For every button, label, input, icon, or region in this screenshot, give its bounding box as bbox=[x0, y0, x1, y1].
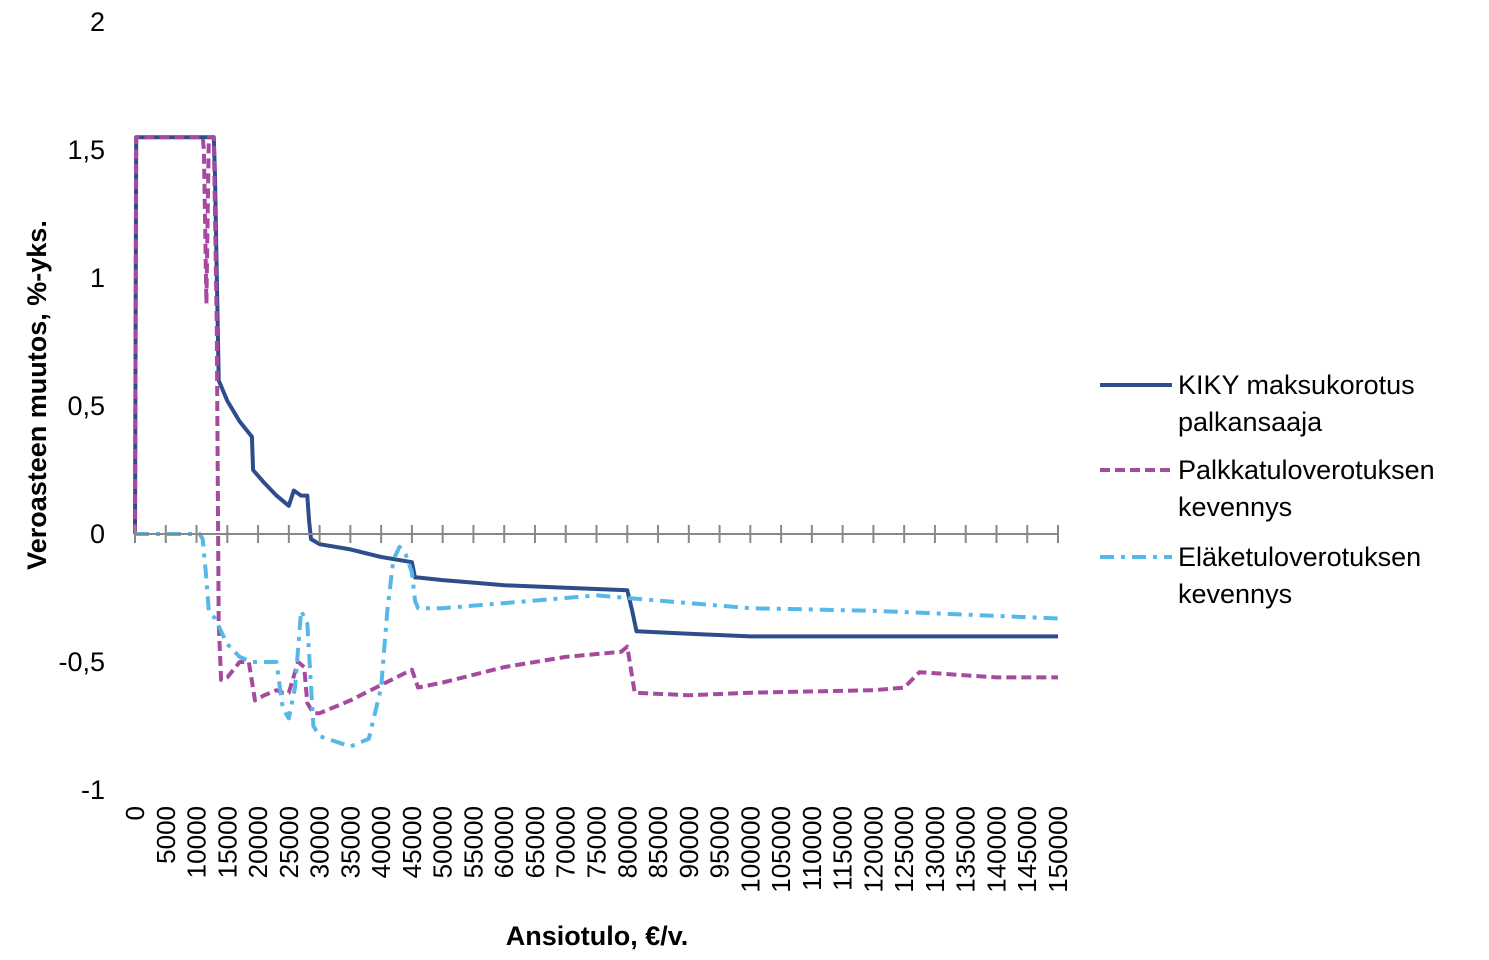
x-tick-label: 30000 bbox=[305, 806, 335, 878]
x-tick-label: 125000 bbox=[889, 806, 919, 893]
x-tick-label: 35000 bbox=[335, 806, 365, 878]
legend-label: KIKY maksukorotus bbox=[1178, 370, 1415, 400]
y-tick-label: 0 bbox=[90, 519, 105, 549]
x-tick-label: 140000 bbox=[981, 806, 1011, 893]
y-tick-label: 1,5 bbox=[67, 135, 105, 165]
x-tick-label: 45000 bbox=[397, 806, 427, 878]
x-tick-label: 110000 bbox=[797, 806, 827, 891]
x-tick-label: 25000 bbox=[274, 806, 304, 878]
x-tick-label: 90000 bbox=[674, 806, 704, 878]
x-tick-label: 120000 bbox=[858, 806, 888, 893]
y-tick-label: 2 bbox=[90, 7, 105, 37]
x-axis-tick-labels: 0 5000 10000 15000 20000 25000 30000 35000 40000… bbox=[120, 806, 1073, 893]
x-tick-label: 145000 bbox=[1012, 806, 1042, 893]
legend-label: kevennys bbox=[1178, 579, 1292, 609]
y-tick-label: 0,5 bbox=[67, 391, 105, 421]
x-tick-label: 75000 bbox=[582, 806, 612, 878]
legend: KIKY maksukorotus palkansaaja Palkkatulove… bbox=[1100, 370, 1435, 609]
x-tick-label: 15000 bbox=[212, 806, 242, 878]
x-axis-label: Ansiotulo, €/v. bbox=[506, 921, 689, 951]
legend-label: Palkkatuloverotuksen bbox=[1178, 455, 1435, 485]
x-tick-label: 10000 bbox=[182, 806, 212, 878]
series-line-2 bbox=[133, 135, 1058, 716]
legend-label: Eläketuloverotuksen bbox=[1178, 542, 1421, 572]
x-tick-label: 105000 bbox=[766, 806, 796, 893]
x-tick-label: 60000 bbox=[489, 806, 519, 878]
y-axis-label: Veroasteen muutos, %-yks. bbox=[22, 220, 52, 570]
x-tick-label: 20000 bbox=[243, 806, 273, 878]
x-tick-label: 85000 bbox=[643, 806, 673, 878]
x-tick-label: 115000 bbox=[828, 806, 858, 891]
series-line-3 bbox=[135, 532, 1059, 749]
x-tick-label: 135000 bbox=[951, 806, 981, 893]
x-axis bbox=[134, 525, 1059, 543]
x-tick-label: 55000 bbox=[458, 806, 488, 878]
legend-label: kevennys bbox=[1178, 492, 1292, 522]
x-tick-label: 95000 bbox=[705, 806, 735, 878]
x-tick-label: 0 bbox=[120, 806, 150, 820]
x-tick-label: 130000 bbox=[920, 806, 950, 893]
x-tick-label: 50000 bbox=[428, 806, 458, 878]
x-tick-label: 150000 bbox=[1043, 806, 1073, 893]
y-tick-label: -0,5 bbox=[58, 647, 105, 677]
series-lines bbox=[133, 135, 1059, 749]
y-axis-tick-labels: 2 1,5 1 0,5 0 -0,5 -1 bbox=[58, 7, 105, 805]
x-tick-label: 100000 bbox=[735, 806, 765, 893]
y-tick-label: -1 bbox=[81, 775, 105, 805]
x-tick-label: 65000 bbox=[520, 806, 550, 878]
x-tick-label: 70000 bbox=[551, 806, 581, 878]
y-tick-label: 1 bbox=[90, 263, 105, 293]
x-tick-label: 40000 bbox=[366, 806, 396, 878]
legend-label: palkansaaja bbox=[1178, 407, 1323, 437]
series-line-1 bbox=[133, 135, 1058, 639]
x-tick-label: 80000 bbox=[612, 806, 642, 878]
x-tick-label: 5000 bbox=[151, 806, 181, 864]
